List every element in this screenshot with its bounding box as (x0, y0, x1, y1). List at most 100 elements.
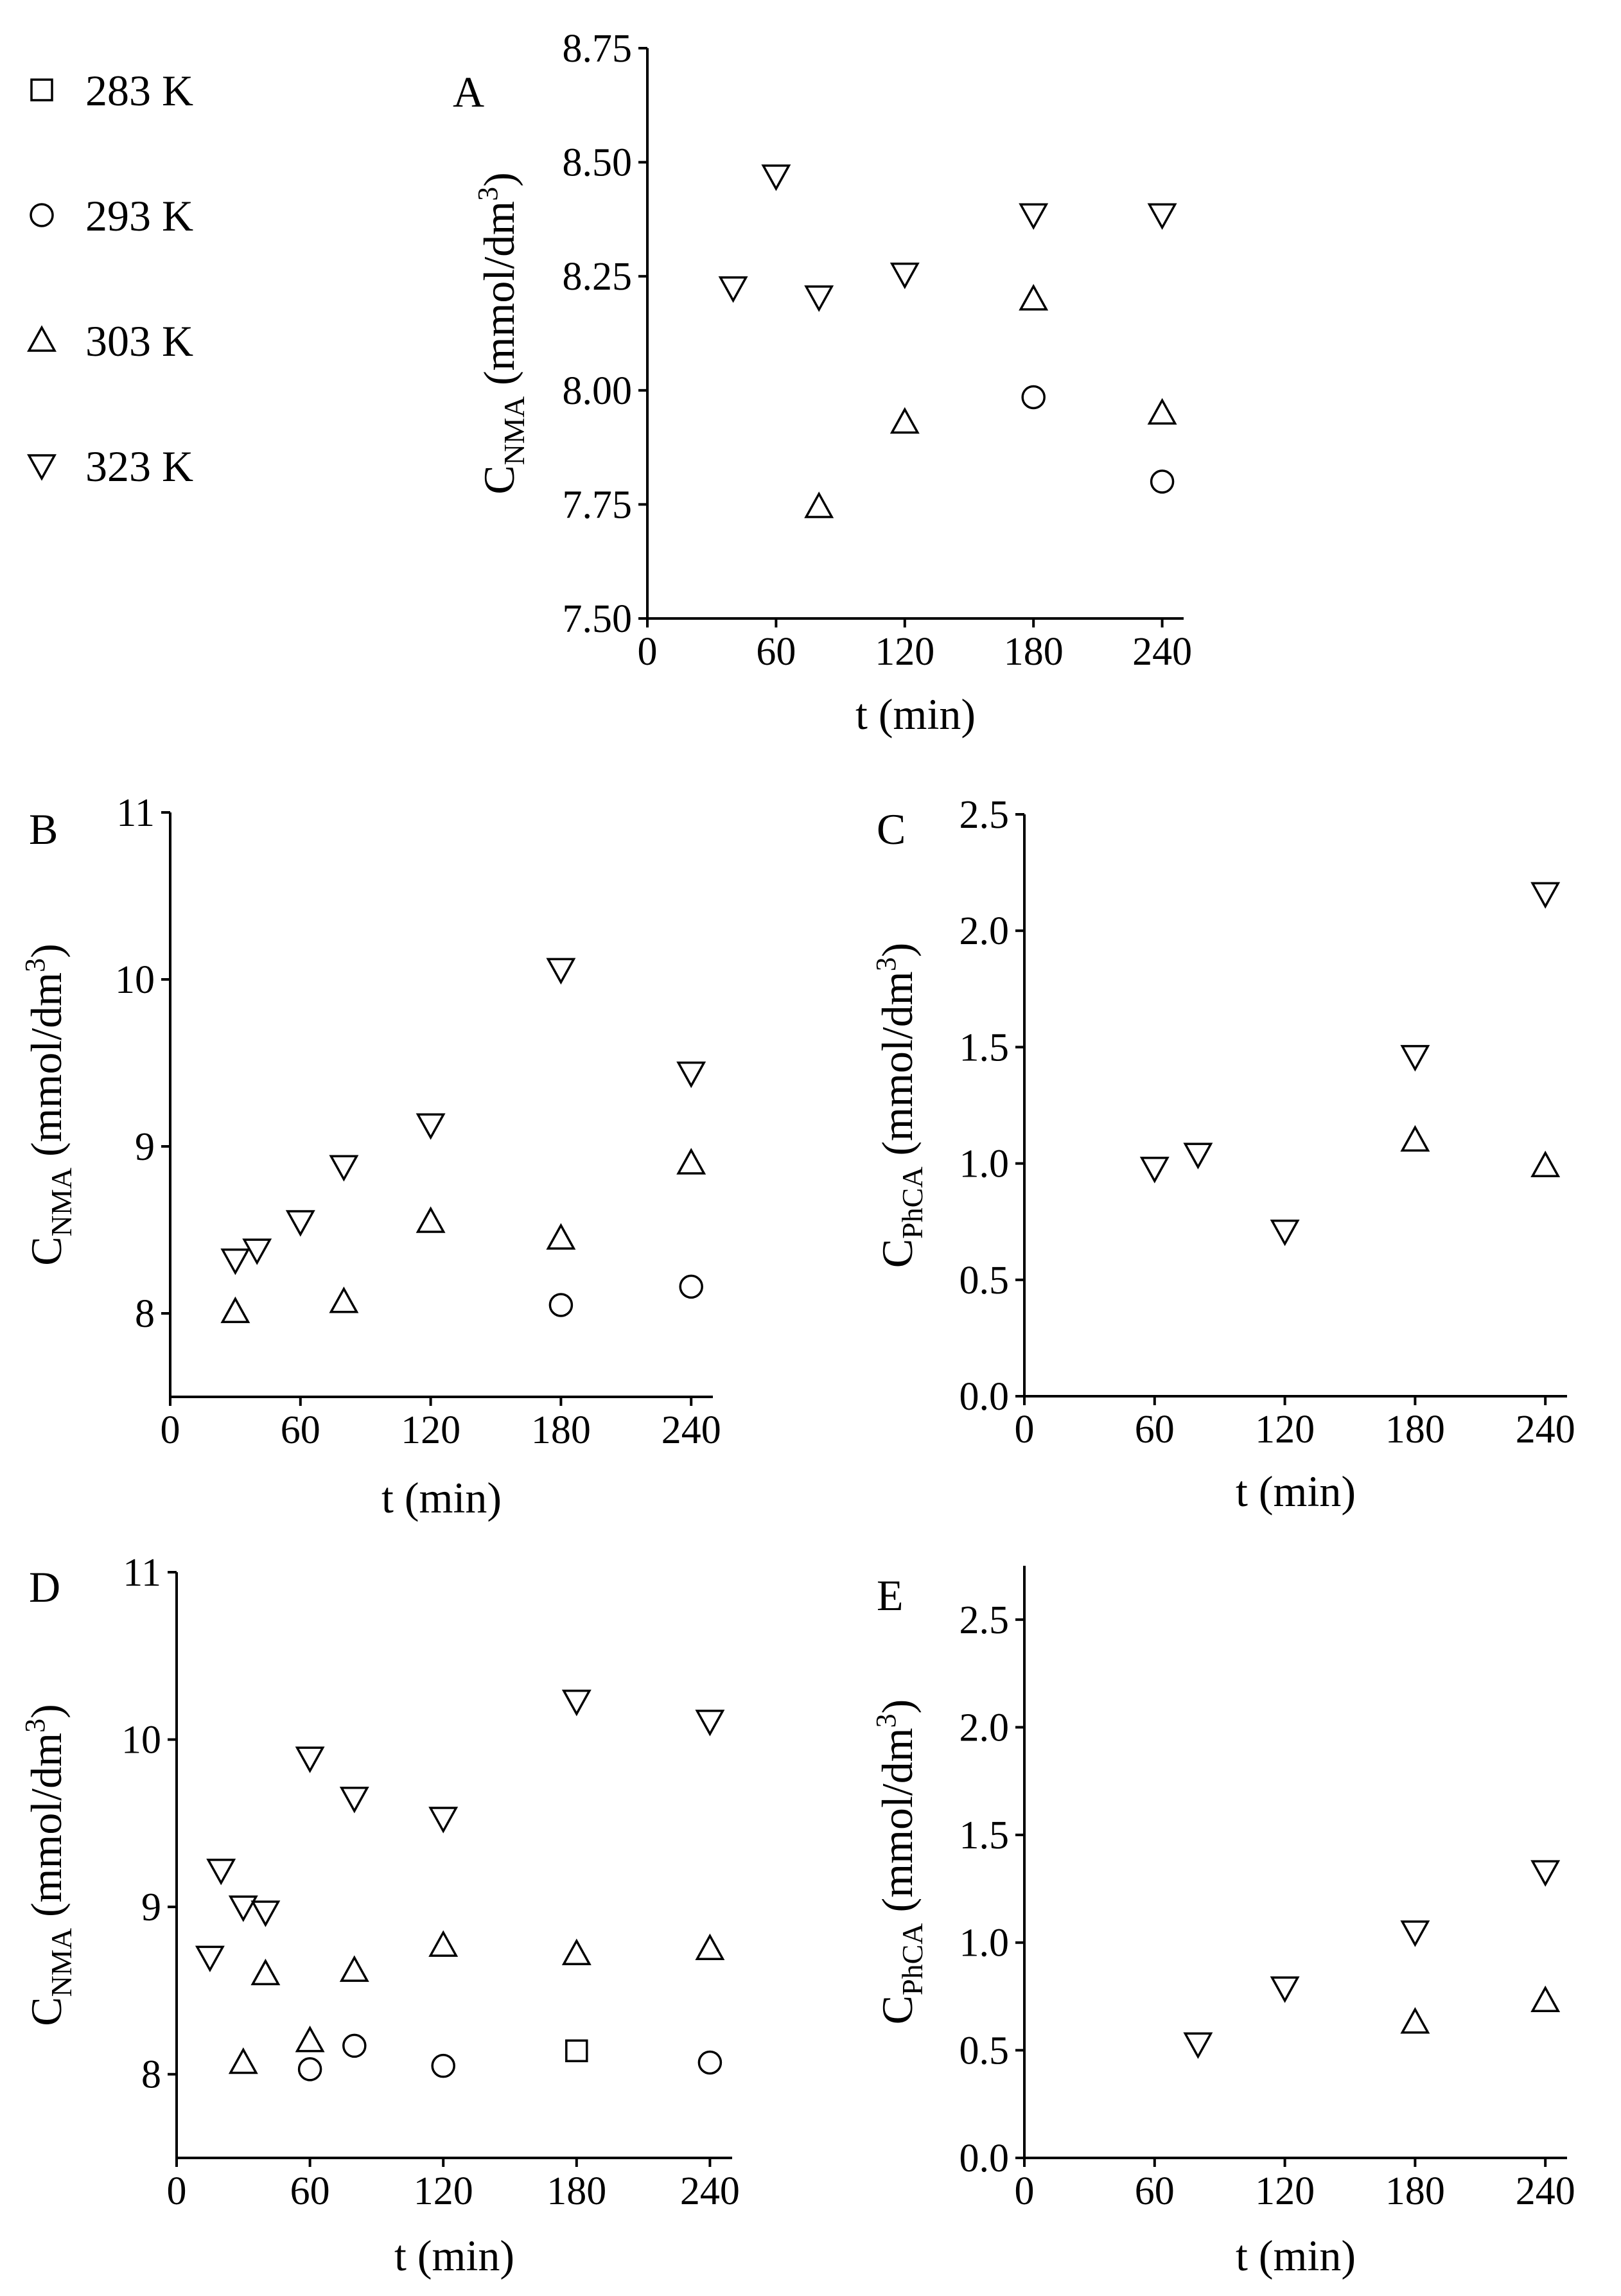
y-tick-label: 0.5 (959, 2029, 1010, 2073)
x-tick-label: 120 (414, 2169, 473, 2213)
data-point (695, 1710, 725, 1737)
x-tick-label: 60 (756, 630, 796, 674)
x-tick-label: 120 (1255, 1408, 1315, 1451)
data-point (1400, 2007, 1430, 2034)
x-tick-label: 240 (1132, 630, 1192, 674)
data-point (1270, 1219, 1300, 1247)
x-tick-label: 120 (401, 1408, 460, 1452)
data-point (561, 1938, 591, 1965)
data-point (1270, 1976, 1300, 2003)
data-point (546, 1223, 576, 1250)
data-point (1150, 469, 1175, 494)
data-point (250, 1900, 281, 1927)
data-point (329, 1155, 359, 1182)
x-axis-label: t (min) (381, 1473, 502, 1522)
x-tick-label: 180 (531, 1408, 591, 1452)
series-303-K (1400, 1985, 1561, 2034)
series-303-K (804, 284, 1177, 518)
y-tick-label: 2.0 (959, 909, 1010, 953)
data-point (1400, 1045, 1430, 1072)
data-point (329, 1286, 359, 1313)
legend-marker-circle (30, 203, 54, 227)
data-point (546, 958, 576, 985)
data-point (220, 1296, 250, 1324)
data-point (1147, 398, 1177, 425)
data-point (1019, 284, 1049, 311)
data-point (1147, 203, 1177, 230)
x-tick-label: 60 (281, 1408, 320, 1452)
data-point (1183, 2032, 1213, 2059)
x-tick-label: 120 (875, 630, 934, 674)
data-point (565, 2039, 588, 2062)
data-point (1530, 1150, 1561, 1177)
x-tick-label: 180 (1385, 2169, 1445, 2213)
legend-label: 283 K (85, 66, 193, 115)
series-283-K (565, 2039, 588, 2062)
panel-D: 0 60 120 180 240 8 9 10 11 Dt (min) CNMA (mmol/dm3… (19, 1551, 740, 2280)
series-323-K (220, 958, 706, 1275)
data-point (297, 2057, 322, 2081)
y-tick-label: 9 (141, 1886, 161, 1929)
series-323-K (718, 164, 1177, 312)
legend-label: 303 K (85, 317, 193, 365)
x-tick-label: 240 (1516, 2169, 1575, 2213)
y-tick-label: 2.5 (959, 1599, 1010, 1642)
data-point (295, 2025, 325, 2053)
y-axis-label: CPhCA (mmol/dm3) (870, 1699, 929, 2025)
x-axis-label: t (min) (1236, 2231, 1356, 2280)
y-axis-label: CPhCA (mmol/dm3) (870, 943, 929, 1268)
y-tick-label: 7.50 (563, 597, 633, 641)
y-tick-label: 0.0 (959, 1375, 1010, 1419)
x-tick-label: 0 (1015, 2169, 1035, 2213)
y-tick-label: 1.0 (959, 1143, 1010, 1186)
data-point (1530, 882, 1561, 909)
data-point (676, 1061, 706, 1089)
y-axis-label: CNMA (mmol/dm3) (19, 1704, 78, 2026)
x-axis-label: t (min) (394, 2231, 514, 2280)
data-point (342, 2033, 367, 2058)
series-323-K (1139, 882, 1561, 1247)
x-tick-label: 0 (167, 2169, 187, 2213)
data-point (1021, 385, 1046, 410)
x-axis-label: t (min) (1236, 1467, 1356, 1516)
x-axis-label: t (min) (855, 690, 976, 739)
data-point (1530, 1985, 1561, 2013)
y-tick-label: 8 (135, 1292, 155, 1336)
data-point (1139, 1157, 1170, 1184)
data-point (695, 1933, 725, 1961)
data-point (889, 407, 920, 434)
x-tick-label: 180 (1004, 630, 1064, 674)
data-point (228, 2047, 258, 2074)
x-tick-label: 60 (290, 2169, 330, 2213)
y-tick-label: 8.50 (563, 141, 633, 185)
panel-label: B (29, 805, 58, 854)
data-point (339, 1787, 369, 1814)
legend-marker-triangle-down (27, 454, 57, 481)
data-point (339, 1955, 369, 1982)
y-tick-label: 11 (116, 791, 155, 835)
y-axis-label: CNMA (mmol/dm3) (472, 172, 530, 494)
data-point (889, 262, 920, 290)
panel-label: C (877, 805, 906, 854)
y-tick-label: 0.5 (959, 1259, 1010, 1302)
y-tick-label: 11 (123, 1551, 161, 1595)
data-point (416, 1206, 446, 1233)
x-tick-label: 60 (1135, 1408, 1175, 1451)
x-tick-label: 180 (547, 2169, 606, 2213)
y-tick-label: 2.0 (959, 1706, 1010, 1749)
series-293-K (1021, 385, 1175, 494)
data-point (676, 1148, 706, 1175)
panel-label: E (877, 1571, 904, 1620)
panel-E: 0 60 120 180 240 0.0 0.5 1.0 1.5 2.0 2.5 Et (min) CP… (870, 1566, 1575, 2280)
series-303-K (220, 1148, 706, 1324)
panel-B: 0 60 120 180 240 8 9 10 11 Bt (min) CNMA (mmol/dm3… (19, 791, 721, 1522)
panel-label: D (29, 1563, 60, 1611)
series-303-K (1400, 1125, 1561, 1177)
data-point (228, 1895, 258, 1922)
data-point (561, 1689, 591, 1717)
y-tick-label: 8.75 (563, 27, 633, 71)
data-point (804, 491, 834, 518)
panel-C: 0 60 120 180 240 0.0 0.5 1.0 1.5 2.0 2.5 Ct (min) CP… (870, 793, 1575, 1516)
data-point (804, 285, 834, 312)
